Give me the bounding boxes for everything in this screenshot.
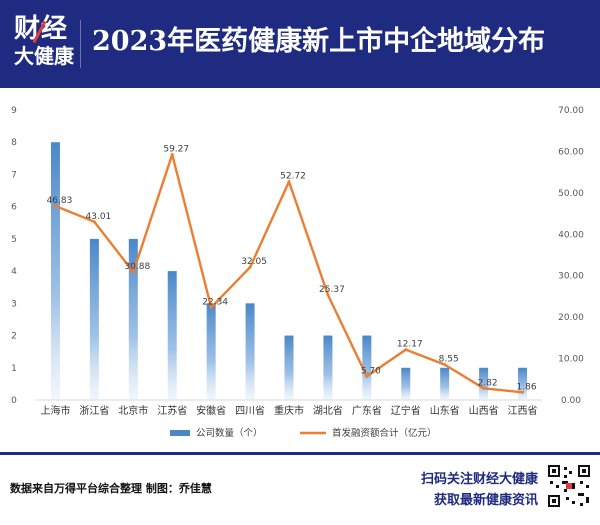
line-point (521, 390, 525, 394)
line-point (131, 270, 135, 274)
legend-line-label: 首发融资额合计（亿元） (332, 427, 437, 439)
y-left-tick-label: 9 (11, 106, 17, 116)
line-data-label: 52.72 (280, 172, 306, 182)
bar (89, 238, 99, 400)
bar (518, 367, 528, 400)
y-left-tick-label: 6 (11, 203, 17, 213)
line-data-label: 46.83 (47, 196, 73, 206)
line-data-label: 22.34 (202, 297, 228, 307)
line-data-label: 5.70 (361, 366, 381, 376)
x-tick-label: 江西省 (508, 404, 538, 417)
y-left-tick-label: 8 (11, 138, 17, 148)
y-right-tick-label: 60.00 (558, 147, 584, 157)
bar (440, 367, 450, 400)
line-data-label: 59.27 (163, 144, 189, 154)
line-data-label: 43.01 (86, 212, 112, 222)
qr-code-icon[interactable] (546, 463, 592, 509)
legend-bar-swatch (170, 430, 190, 436)
bar (323, 335, 333, 400)
x-tick-label: 四川省 (235, 404, 265, 417)
y-right-tick-label: 10.00 (558, 355, 584, 365)
bar (401, 367, 411, 400)
bar (50, 142, 60, 400)
x-tick-label: 上海市 (40, 404, 70, 417)
line-data-label: 1.86 (517, 382, 537, 392)
axes-group: 0 1 2 3 4 5 6 7 8 9 0.00 10.00 20.00 30.00 40.00 50.00 6… (11, 106, 584, 417)
line-point (443, 363, 447, 367)
line-point (92, 220, 96, 224)
promo-line1: 扫码关注财经大健康 (420, 472, 538, 487)
line-data-label: 8.55 (439, 355, 459, 365)
line-data-label: 12.17 (397, 340, 423, 350)
bar-series (50, 142, 528, 400)
source-credit: 数据来自万得平台综合整理 制图：乔佳慧 (10, 482, 212, 495)
legend: 公司数量（个） 首发融资额合计（亿元） (170, 427, 437, 439)
line-point (326, 293, 330, 297)
line-point (53, 204, 57, 208)
line-point (170, 152, 174, 156)
y-left-tick-label: 2 (11, 332, 17, 342)
line-point (365, 374, 369, 378)
x-tick-label: 浙江省 (79, 404, 109, 417)
line-point (404, 348, 408, 352)
x-tick-label: 江苏省 (157, 404, 187, 417)
y-right-tick-label: 40.00 (558, 230, 584, 240)
logo-divider (80, 20, 81, 68)
legend-bar-label: 公司数量（个） (196, 427, 263, 439)
combo-chart: 0 1 2 3 4 5 6 7 8 9 0.00 10.00 20.00 30.00 40.00 50.00 6… (11, 106, 584, 439)
x-tick-label: 北京市 (118, 404, 148, 417)
line-point (248, 265, 252, 269)
y-right-tick-label: 70.00 (558, 106, 584, 116)
line-point (209, 305, 213, 309)
x-tick-label: 安徽省 (196, 404, 226, 417)
line-data-label: 2.82 (478, 378, 498, 388)
y-right-tick-label: 30.00 (558, 272, 584, 282)
y-left-tick-label: 4 (11, 267, 17, 277)
y-left-tick-label: 0 (11, 396, 17, 406)
x-tick-label: 湖北省 (313, 404, 343, 417)
y-right-tick-label: 20.00 (558, 313, 584, 323)
line-point (287, 180, 291, 184)
y-left-tick-label: 7 (11, 170, 17, 180)
header-banner: 财经 大健康 2023年医药健康新上市中企地域分布 (0, 0, 600, 88)
line-data-label: 25.37 (319, 285, 345, 295)
bar (284, 335, 294, 400)
x-tick-label: 广东省 (352, 404, 382, 417)
bar (362, 335, 372, 400)
x-tick-label: 重庆市 (274, 404, 304, 417)
bar (167, 271, 177, 400)
data-labels: 46.83 43.01 30.88 59.27 22.34 32.05 52.72 25.37… (47, 144, 537, 392)
line-point (482, 386, 486, 390)
y-right-tick-label: 0.00 (561, 396, 581, 406)
promo-text: 扫码关注财经大健康 获取最新健康资讯 (421, 469, 538, 511)
x-tick-label: 山西省 (469, 404, 499, 417)
x-tick-label: 辽宁省 (391, 404, 421, 417)
caijing-logo: 财经 大健康 (12, 14, 74, 72)
line-data-label: 30.88 (124, 262, 150, 272)
line-series (53, 152, 525, 394)
y-left-tick-label: 3 (11, 299, 17, 309)
line-data-label: 32.05 (241, 257, 267, 267)
bar (245, 303, 255, 400)
y-left-tick-label: 5 (11, 235, 17, 245)
bar (479, 367, 489, 400)
promo-line2: 获取最新健康资讯 (433, 493, 538, 508)
x-tick-label: 山东省 (430, 404, 460, 417)
y-left-tick-label: 1 (11, 364, 17, 374)
page-title: 2023年医药健康新上市中企地域分布 (92, 26, 546, 57)
footer: 数据来自万得平台综合整理 制图：乔佳慧 扫码关注财经大健康 获取最新健康资讯 (0, 452, 600, 525)
bar (206, 303, 216, 400)
bar (128, 238, 138, 400)
logo-line2: 大健康 (14, 44, 74, 68)
y-right-tick-label: 50.00 (558, 189, 584, 199)
